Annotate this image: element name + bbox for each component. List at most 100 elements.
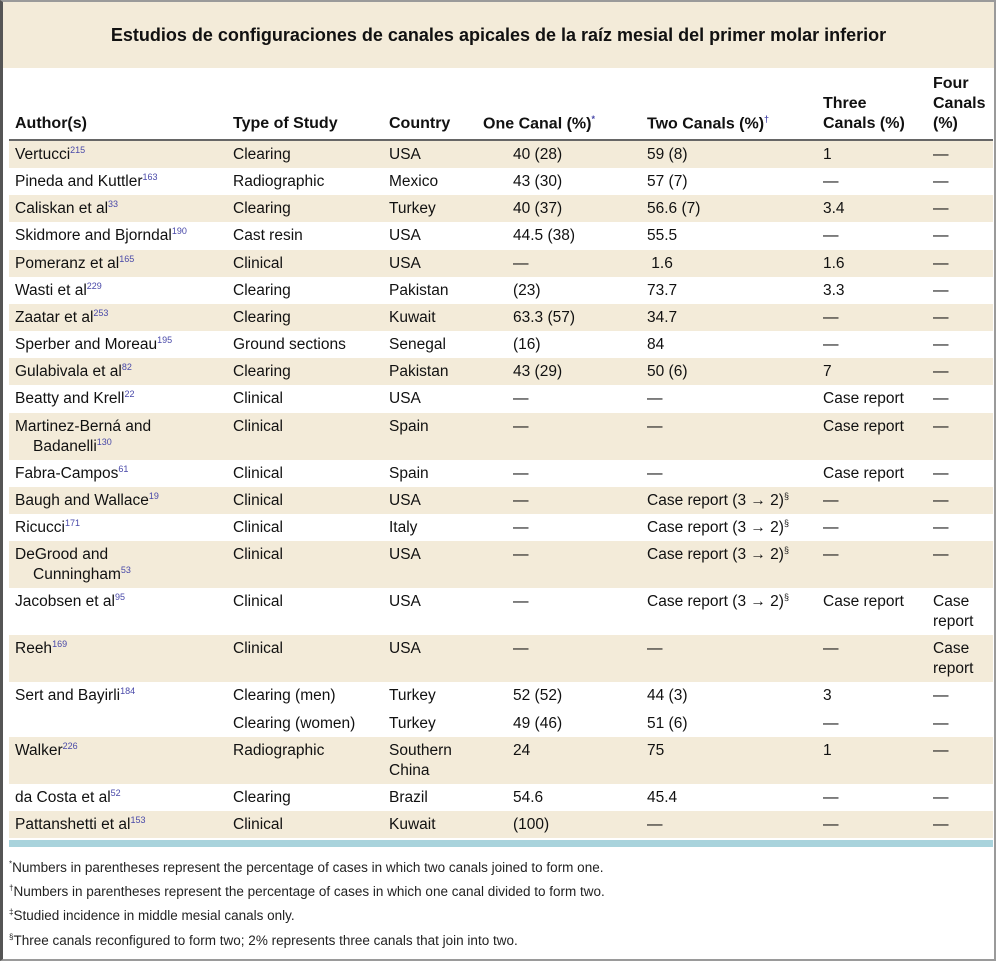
table-row: Jacobsen et al95 Clinical USA — Case report … <box>9 588 993 635</box>
author-name: Pineda and Kuttler <box>15 173 143 191</box>
cell-country: USA <box>385 140 479 169</box>
author-name: Baugh and Wallace <box>15 492 149 510</box>
cell-one-canal: — <box>479 541 643 589</box>
reference-number: 53 <box>120 565 131 576</box>
cell-one-canal: 63.3 (57) <box>479 303 643 332</box>
author-name: Fabra-Campos <box>15 464 119 482</box>
cell-four-canals: — <box>929 810 993 838</box>
author-name: Walker <box>15 741 63 759</box>
reference-number: 253 <box>93 307 109 318</box>
cell-two-canals: 57 (7) <box>647 173 688 191</box>
cell-four-canals: — <box>933 714 949 732</box>
cell-one-canal: (100) <box>479 810 643 838</box>
table-row: Martinez-Berná and Badanelli130 Clinical Sp… <box>9 412 993 460</box>
cell-three-canals: — <box>819 541 929 589</box>
cell-type: Clearing (women) <box>233 714 356 732</box>
cell-country: USA <box>385 541 479 589</box>
cell-three-canals: Case report <box>823 390 904 408</box>
cell-type: Clinical <box>233 464 283 482</box>
cell-four-canals: — <box>929 303 993 332</box>
table-body: Vertucci215 Clearing USA 40 (28) 59 (8) 1— Pin… <box>9 140 993 838</box>
cell-two-canals: 59 (8) <box>643 140 819 169</box>
cell-author: Pineda and Kuttler163 <box>9 168 229 195</box>
cell-four-canals: — <box>933 281 949 299</box>
cell-three-canals: Case report <box>823 593 904 611</box>
cell-country: Turkey <box>389 687 436 705</box>
cell-one-canal: — <box>479 635 643 683</box>
cell-two-canals: — <box>647 464 663 482</box>
reference-number: 190 <box>171 226 187 237</box>
table-row: Walker226 Radiographic Southern China 24 75 1— <box>9 736 993 784</box>
title-band: Estudios de configuraciones de canales a… <box>3 2 994 68</box>
table-row: Zaatar et al253 Clearing Kuwait 63.3 (57) 34… <box>9 303 993 332</box>
cell-one-canal: 49 (46) <box>513 714 563 732</box>
reference-number: 163 <box>142 172 158 183</box>
cell-one-canal: (23) <box>513 281 541 299</box>
author-name: DeGrood and <box>15 546 109 564</box>
table-title: Estudios de configuraciones de canales a… <box>110 25 887 45</box>
cell-three-canals: 3 <box>823 687 832 705</box>
table-row: Caliskan et al33 Clearing Turkey 40 (37) 56.… <box>9 195 993 223</box>
cell-four-canals: — <box>933 336 949 354</box>
cell-four-canals: — <box>933 464 949 482</box>
cell-four-canals: — <box>933 227 949 245</box>
header-type: Type of Study <box>233 115 338 132</box>
author-name: da Costa et al <box>15 788 111 806</box>
reference-number: 153 <box>130 814 146 825</box>
cell-author: Wasti et al229 <box>9 277 229 304</box>
cell-two-canals: Case report (3 → 2)§ <box>643 541 819 589</box>
header-country: Country <box>389 115 451 132</box>
cell-type: Clearing <box>229 358 385 386</box>
cell-three-canals: — <box>823 173 839 191</box>
cell-country: Brazil <box>389 788 428 806</box>
cell-four-canals: — <box>933 173 949 191</box>
cell-three-canals: — <box>819 303 929 332</box>
cell-author: Jacobsen et al95 <box>9 588 229 635</box>
table-row: da Costa et al52 Clearing Brazil 54.6 45.4— — <box>9 784 993 811</box>
cell-author: Martinez-Berná and Badanelli130 <box>9 412 229 460</box>
cell-two-canals: — <box>647 390 663 408</box>
header-two-canals: Two Canals (%)† <box>647 113 770 132</box>
author-name-cont: Badanelli130 <box>33 436 112 455</box>
cell-country: USA <box>389 390 421 408</box>
author-name: Zaatar et al <box>15 309 94 327</box>
author-name: Gulabivala et al <box>15 363 122 381</box>
cell-type: Clearing <box>229 195 385 223</box>
author-name: Skidmore and Bjorndal <box>15 227 172 245</box>
footnote: †Numbers in parentheses represent the pe… <box>9 883 605 900</box>
cell-type: Radiographic <box>233 173 325 191</box>
table-row: Reeh169 Clinical USA — — — Case report <box>9 635 993 683</box>
cell-one-canal: 40 (28) <box>479 140 643 169</box>
cell-country: USA <box>389 593 421 611</box>
cell-country: Spain <box>385 412 479 460</box>
cell-country: USA <box>385 249 479 277</box>
table-row: Ricucci171 Clinical Italy — Case report (3 →… <box>9 514 993 541</box>
author-name: Ricucci <box>15 519 65 537</box>
reference-number: 22 <box>124 389 135 400</box>
reference-number: 95 <box>114 592 125 603</box>
reference-number: 19 <box>148 490 159 501</box>
cell-three-canals: — <box>819 635 929 683</box>
table-row: Pineda and Kuttler163 Radiographic Mexico 4… <box>9 168 993 195</box>
footnote: *Numbers in parentheses represent the pe… <box>9 859 604 875</box>
cell-type: Clearing <box>233 281 291 299</box>
cell-two-canals: 84 <box>647 336 665 354</box>
table-row: Wasti et al229 Clearing Pakistan (23) 73.7 3.… <box>9 277 993 304</box>
cell-author: Vertucci215 <box>9 140 229 169</box>
cell-two-canals: 55.5 <box>647 227 678 245</box>
table-row: Pattanshetti et al153 Clinical Kuwait (100)… <box>9 810 993 838</box>
cell-author: DeGrood and Cunningham53 <box>9 541 229 589</box>
cell-country: Italy <box>389 519 418 537</box>
cell-type: Clinical <box>233 390 283 408</box>
cell-two-canals: 1.6 <box>643 249 819 277</box>
cell-one-canal: 43 (29) <box>479 358 643 386</box>
cell-three-canals: 7 <box>819 358 929 386</box>
cell-type: Clearing <box>229 303 385 332</box>
cell-one-canal: — <box>479 249 643 277</box>
cell-author: Reeh169 <box>9 635 229 683</box>
author-name: Sert and Bayirli <box>15 687 121 705</box>
cell-type: Clearing (men) <box>233 687 336 705</box>
table-row: Skidmore and Bjorndal190 Cast resin USA 44.… <box>9 222 993 249</box>
cell-three-canals: — <box>819 486 929 515</box>
cell-two-canals: 75 <box>643 736 819 784</box>
